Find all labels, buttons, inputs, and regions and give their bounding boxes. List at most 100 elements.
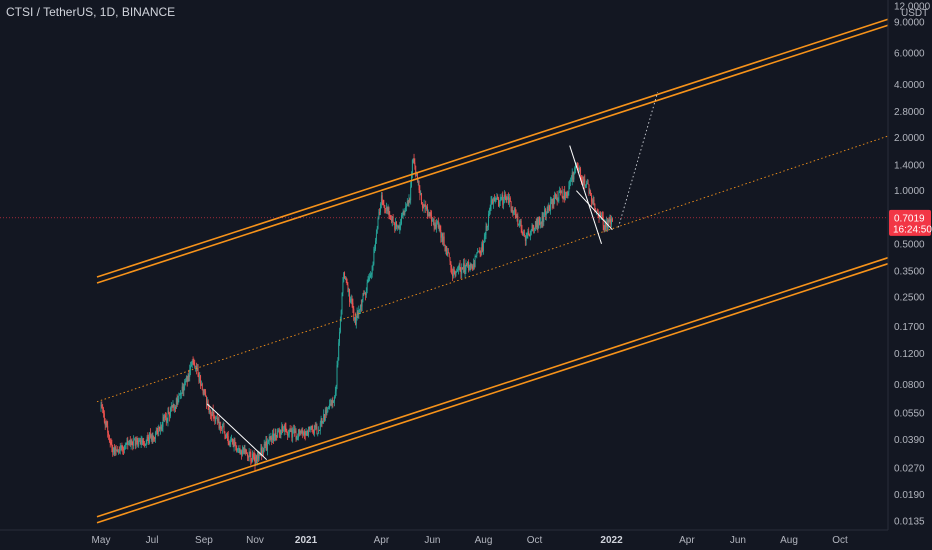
candle-body	[466, 264, 468, 266]
candle-body	[178, 394, 180, 399]
candle-body	[171, 406, 173, 407]
y-tick-label: 0.0135	[894, 516, 925, 527]
candle-body	[248, 452, 250, 458]
candle-body	[355, 318, 357, 325]
candle-body	[481, 243, 483, 253]
candle-body	[251, 461, 253, 462]
candle-body	[338, 342, 340, 361]
candle-body	[275, 432, 277, 437]
candle-body	[486, 226, 488, 228]
candle-body	[542, 216, 544, 222]
candle-body	[576, 163, 578, 165]
candle-body	[471, 266, 473, 268]
candle-body	[280, 433, 282, 434]
candle-body	[161, 426, 163, 430]
candle-body	[138, 440, 140, 447]
candle-body	[497, 196, 499, 199]
candle-body	[149, 433, 151, 438]
candle-body	[547, 208, 549, 210]
candle-body	[578, 167, 580, 172]
candle-body	[211, 409, 213, 416]
candle-body	[431, 215, 433, 222]
candle-body	[521, 229, 523, 233]
candle-body	[300, 430, 302, 433]
candle-body	[398, 225, 400, 229]
candle-body	[243, 447, 245, 453]
candle-body	[559, 190, 561, 193]
candle-body	[532, 224, 534, 227]
candle-body	[306, 431, 308, 432]
candle-body	[175, 406, 176, 409]
y-tick-label: 0.0190	[894, 490, 925, 501]
candle-body	[357, 312, 359, 315]
candle-body	[158, 426, 160, 432]
candle-body	[611, 218, 613, 222]
candle-body	[334, 391, 336, 397]
x-tick-label: Oct	[527, 535, 543, 546]
candle-body	[450, 261, 452, 268]
candle-body	[277, 430, 279, 438]
candle-body	[572, 172, 574, 180]
candle-body	[200, 384, 202, 386]
candle-body	[195, 366, 197, 367]
candle-body	[463, 263, 465, 273]
candle-body	[443, 236, 445, 245]
candle-body	[201, 384, 203, 390]
candle-body	[267, 442, 269, 451]
candle-body	[460, 271, 462, 274]
candle-body	[329, 404, 330, 409]
candle-body	[446, 246, 448, 256]
candle-body	[153, 436, 155, 438]
candle-body	[587, 183, 589, 185]
candle-body	[380, 195, 382, 205]
candle-body	[121, 445, 123, 448]
candle-body	[315, 426, 317, 428]
candle-body	[282, 426, 284, 432]
candle-body	[348, 288, 350, 292]
candle-body	[119, 447, 121, 452]
candle-body	[349, 288, 351, 302]
candle-body	[319, 430, 320, 431]
candle-body	[308, 426, 310, 436]
candle-body	[189, 369, 191, 378]
candle-body	[212, 409, 214, 418]
candle-body	[106, 421, 108, 426]
candle-body	[594, 203, 596, 210]
candle-body	[237, 448, 239, 450]
candle-body	[435, 224, 437, 229]
candle-body	[211, 414, 212, 416]
candle-body	[386, 207, 388, 211]
candle-body	[297, 437, 299, 439]
candle-body	[320, 418, 322, 423]
candle-body	[370, 274, 371, 278]
candle-body	[401, 214, 403, 216]
candle-body	[165, 417, 167, 422]
candle-body	[555, 195, 557, 199]
candle-body	[245, 449, 247, 453]
projection-line	[617, 92, 659, 228]
candle-body	[378, 212, 380, 219]
candle-body	[132, 445, 134, 446]
candle-body	[439, 225, 441, 230]
candle-body	[478, 250, 480, 252]
candle-body	[331, 400, 333, 406]
candle-body	[216, 418, 218, 421]
candle-body	[350, 298, 352, 300]
candle-body	[454, 271, 456, 276]
candle-body	[527, 231, 529, 237]
candle-body	[595, 209, 597, 212]
candle-body	[159, 426, 161, 430]
candle-body	[305, 431, 307, 436]
y-tick-label: 9.0000	[894, 18, 925, 29]
candle-body	[168, 411, 170, 414]
candle-body	[252, 453, 253, 462]
candle-body	[509, 198, 511, 202]
candle-body	[584, 179, 586, 187]
last-price-value: 0.7019	[894, 213, 925, 224]
candle-body	[427, 214, 429, 216]
candle-body	[323, 414, 325, 423]
x-tick-label: Oct	[832, 535, 848, 546]
candle-body	[573, 173, 575, 180]
y-tick-label: 2.0000	[894, 133, 925, 144]
